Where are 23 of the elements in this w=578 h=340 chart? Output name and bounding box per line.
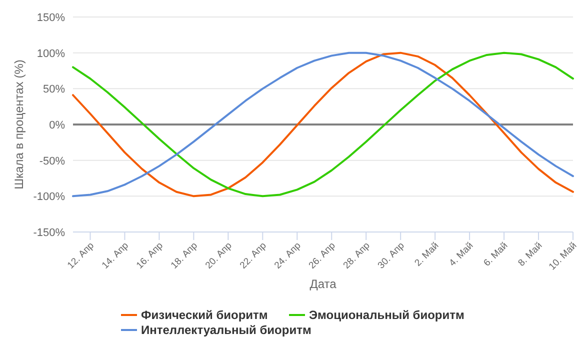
line-series (72, 52, 574, 198)
x-tick-label: 18. Апр (168, 240, 200, 272)
x-tick-label: 26. Апр (306, 240, 338, 272)
y-tick-label: 0% (49, 120, 66, 132)
y-tick-label: 50% (42, 84, 66, 96)
x-tick-label: 24. Апр (272, 240, 304, 272)
y-tick-label: -100% (33, 191, 66, 204)
legend-label: Интеллектуальный биоритм (141, 323, 312, 337)
y-tick-label: -50% (39, 155, 66, 168)
x-tick-label: 14. Апр (100, 240, 131, 272)
y-tick-label: 100% (36, 48, 66, 60)
y-tick-label: 150% (36, 12, 66, 24)
x-tick-label: 22. Апр (238, 240, 269, 272)
x-axis-title: Дата (310, 277, 337, 291)
x-tick-label: 12. Апр (66, 240, 96, 272)
y-axis-title: Шкала в процентах (%) (12, 60, 26, 190)
x-tick-label: 30. Апр (376, 240, 407, 272)
x-tick-label: 16. Апр (134, 240, 166, 272)
x-tick-label: 28. Апр (341, 240, 372, 272)
legend-label: Физический биоритм (141, 308, 268, 322)
legend-label: Эмоциональный биоритм (309, 308, 464, 322)
x-tick-label: 20. Апр (203, 240, 234, 272)
y-tick-label: -150% (33, 227, 66, 239)
